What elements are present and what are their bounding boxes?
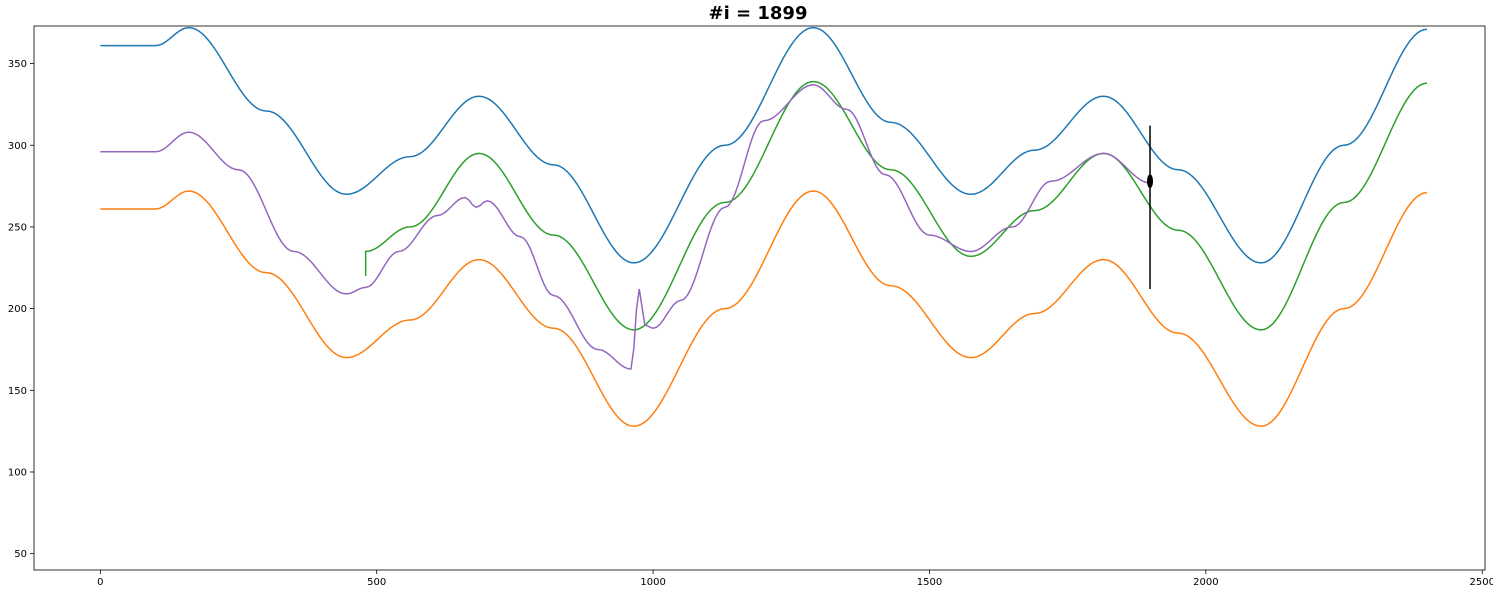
x-tick-label: 1000 [640,577,665,588]
x-tick-label: 500 [367,577,386,588]
chart-title: #i = 1899 [708,3,808,24]
x-tick-label: 2000 [1193,577,1218,588]
plot-area-frame [33,25,1486,571]
series-line-4 [100,84,1151,370]
annotation-layer [1147,125,1154,290]
x-tick-label: 0 [97,577,103,588]
x-axis: 0 500 1000 1500 2000 2500 [97,570,1493,588]
x-tick-label: 1500 [917,577,942,588]
y-tick-label: 300 [8,141,27,152]
series-line-2 [100,190,1428,427]
series-line-1 [100,26,1428,264]
y-tick-label: 250 [8,222,27,233]
y-axis: 50 100 150 200 250 300 350 [8,59,34,560]
y-tick-label: 200 [8,304,27,315]
series-layer [100,26,1428,427]
y-tick-label: 350 [8,59,27,70]
x-tick-label: 2500 [1470,577,1493,588]
current-point-marker [1147,174,1154,189]
y-tick-label: 50 [14,549,27,560]
series-line-3 [364,80,1428,331]
y-tick-label: 150 [8,386,27,397]
y-tick-label: 100 [8,467,27,478]
